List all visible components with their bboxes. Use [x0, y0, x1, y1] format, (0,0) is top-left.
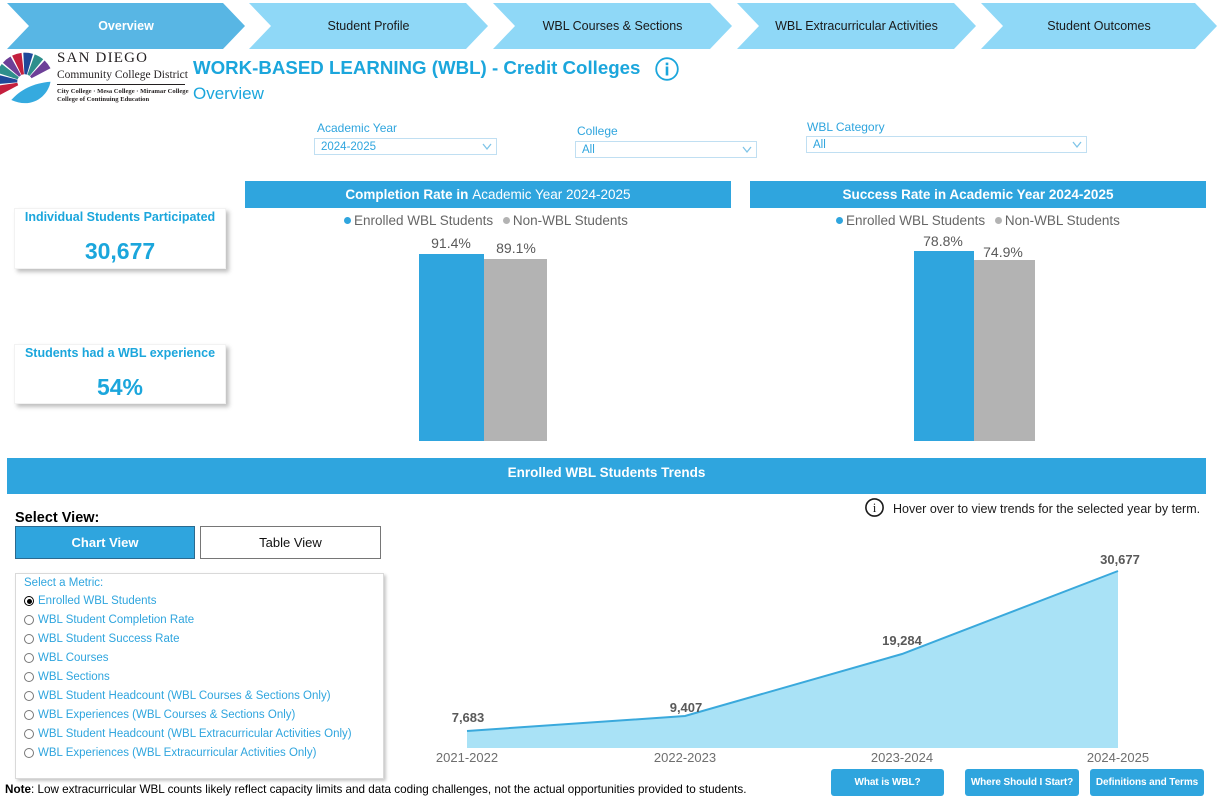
svg-text:i: i	[873, 500, 877, 515]
